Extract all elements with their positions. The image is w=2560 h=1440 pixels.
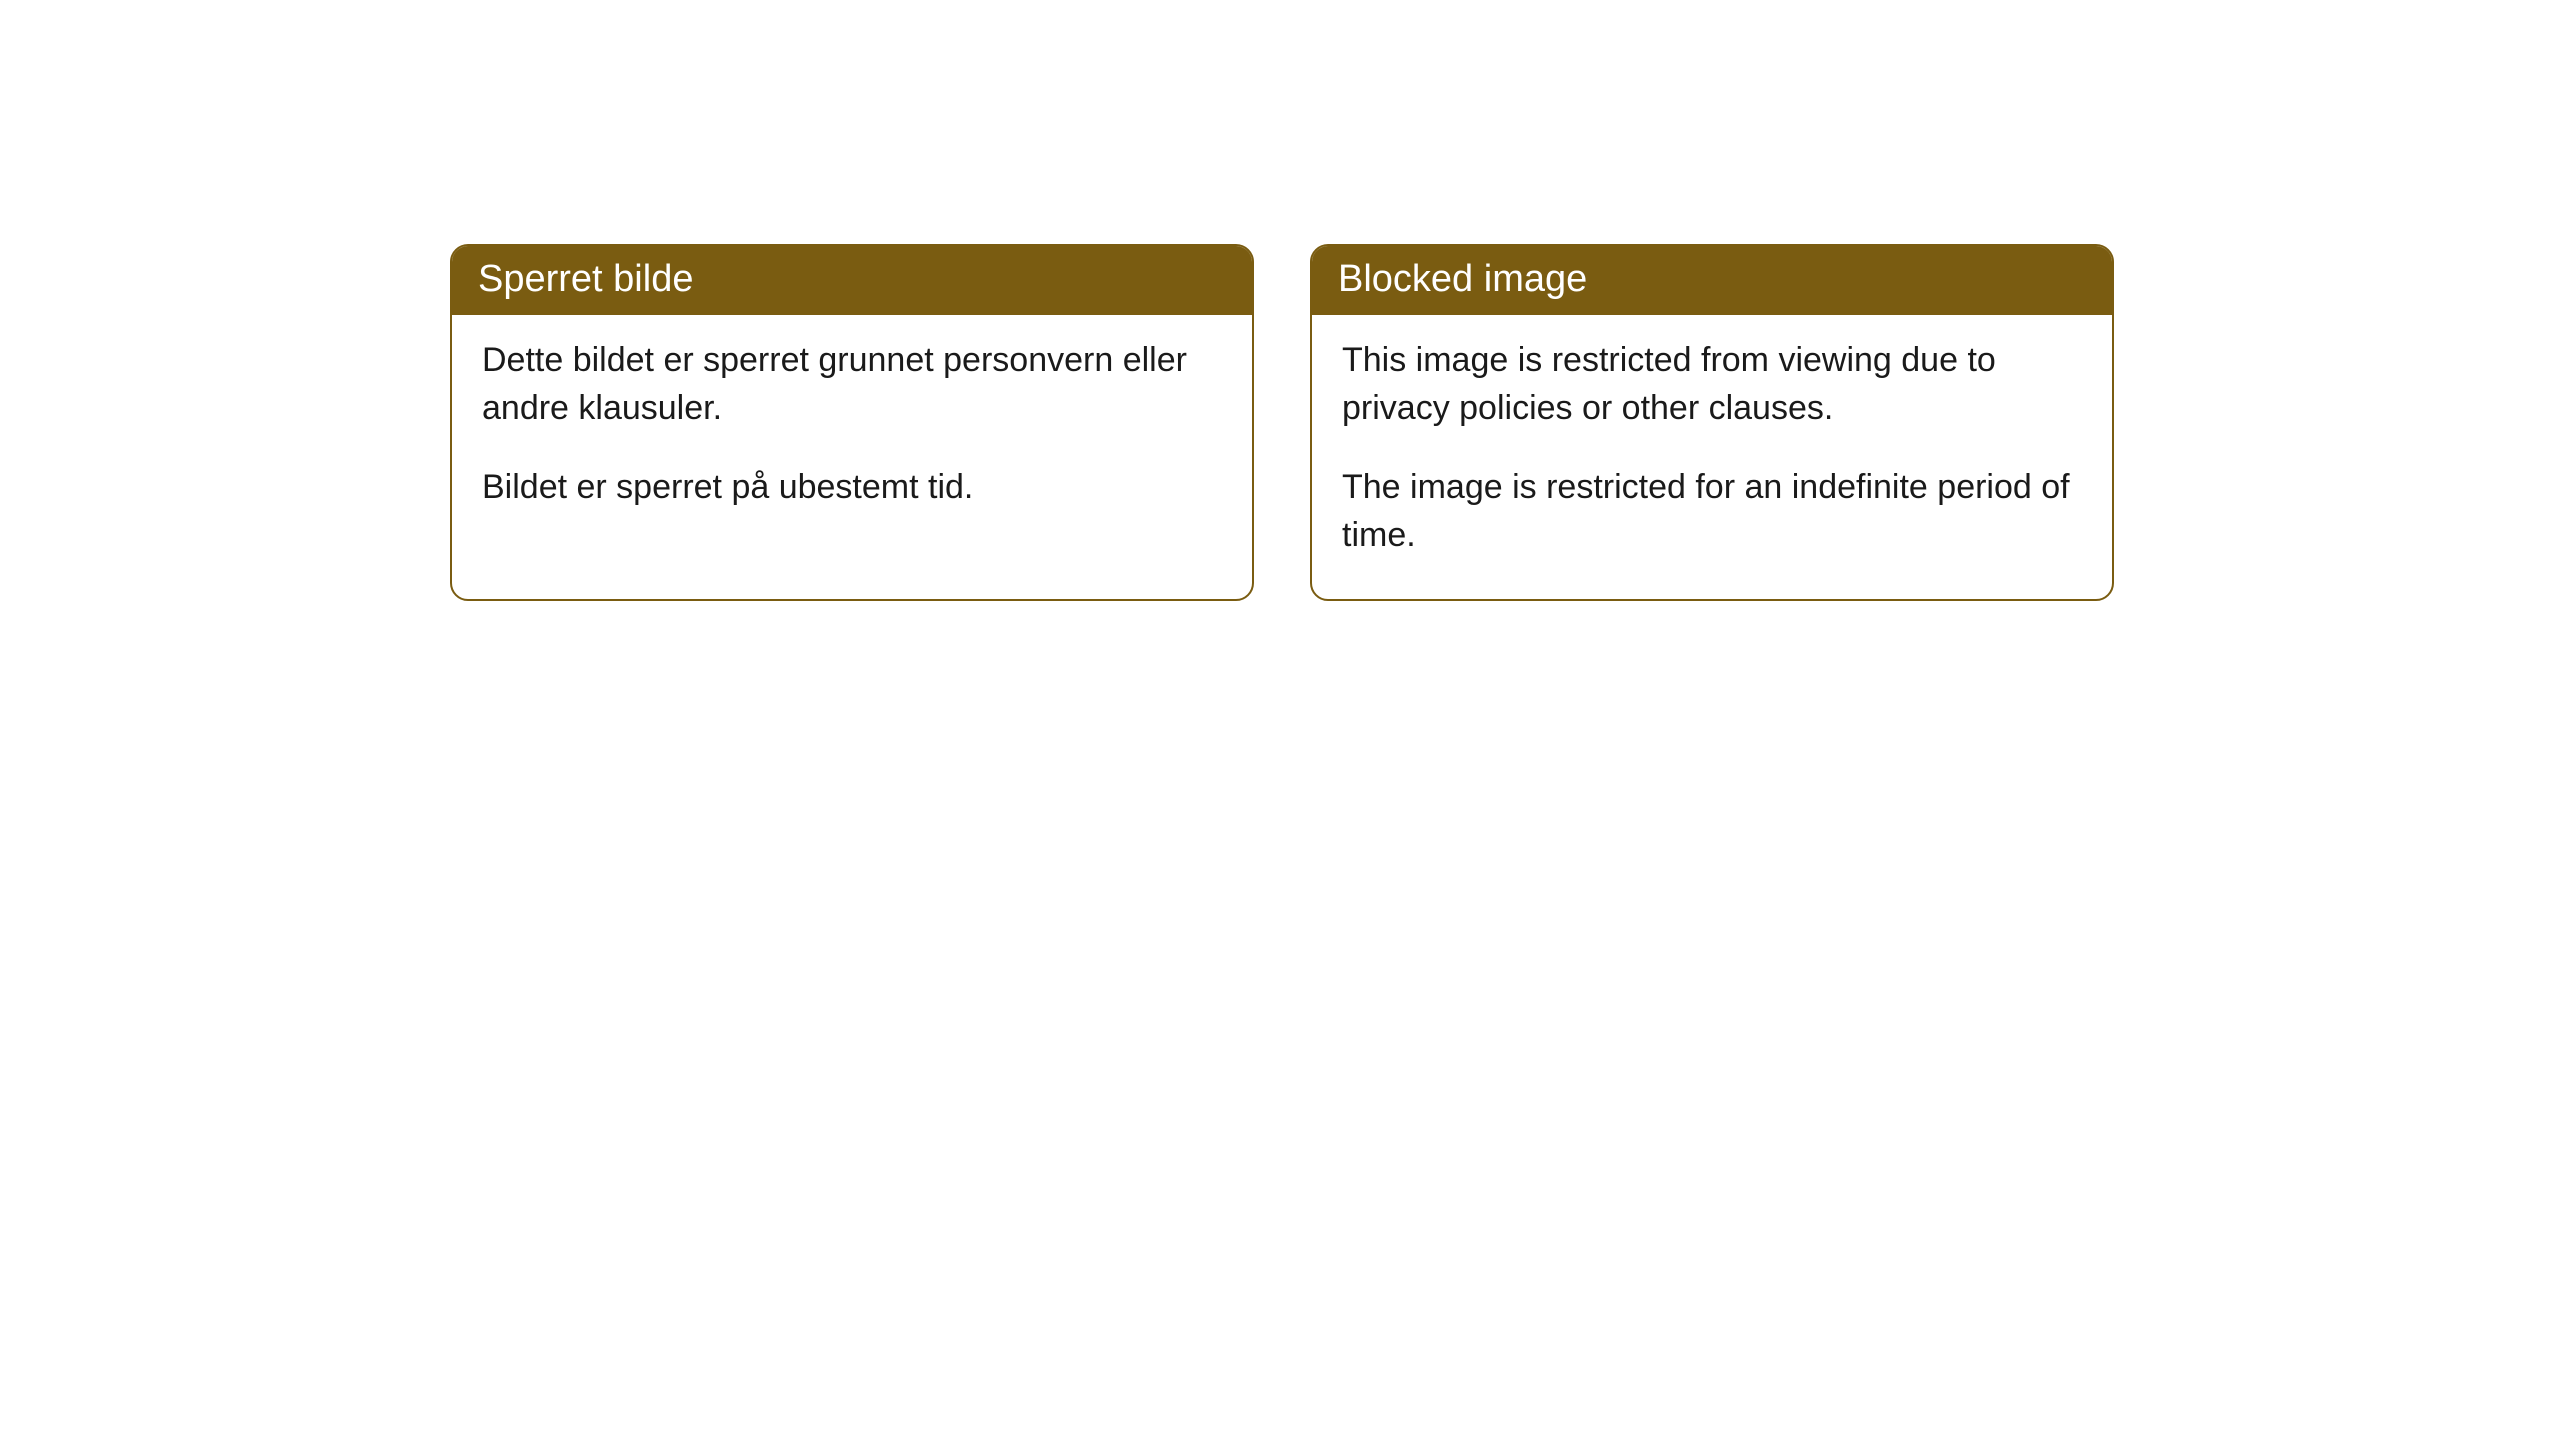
card-text-english-p1: This image is restricted from viewing du… <box>1342 337 2082 432</box>
card-header-norwegian: Sperret bilde <box>452 246 1252 315</box>
card-body-english: This image is restricted from viewing du… <box>1312 315 2112 599</box>
card-text-norwegian-p1: Dette bildet er sperret grunnet personve… <box>482 337 1222 432</box>
card-english: Blocked image This image is restricted f… <box>1310 244 2114 601</box>
card-text-english-p2: The image is restricted for an indefinit… <box>1342 464 2082 559</box>
card-header-english: Blocked image <box>1312 246 2112 315</box>
card-text-norwegian-p2: Bildet er sperret på ubestemt tid. <box>482 464 1222 512</box>
card-norwegian: Sperret bilde Dette bildet er sperret gr… <box>450 244 1254 601</box>
card-body-norwegian: Dette bildet er sperret grunnet personve… <box>452 315 1252 552</box>
cards-container: Sperret bilde Dette bildet er sperret gr… <box>0 0 2560 601</box>
